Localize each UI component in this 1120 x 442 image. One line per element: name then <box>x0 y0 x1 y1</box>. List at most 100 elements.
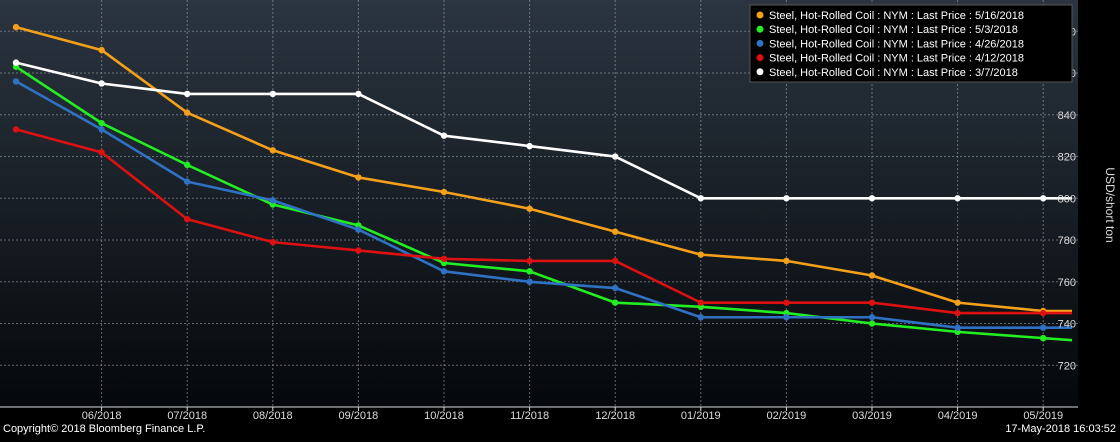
series-line-5 <box>15 61 1072 200</box>
legend-entry: Steel, Hot-Rolled Coil : NYM : Last Pric… <box>769 10 1024 22</box>
legend-swatch <box>756 54 764 62</box>
y-tick-label: 740 <box>1058 319 1076 331</box>
data-point <box>868 299 876 306</box>
series-line-3 <box>15 80 1072 329</box>
data-point <box>355 90 362 98</box>
series-line-4 <box>15 128 1072 315</box>
x-tick-label: 08/2018 <box>253 410 293 422</box>
data-point <box>1040 309 1047 317</box>
legend-swatch <box>756 68 764 76</box>
data-point <box>98 119 105 127</box>
data-point <box>783 299 790 306</box>
legend-entry: Steel, Hot-Rolled Coil : NYM : Last Pric… <box>769 53 1024 65</box>
data-point <box>868 272 876 279</box>
data-point <box>697 299 704 306</box>
data-point <box>612 299 619 306</box>
x-tick-label: 10/2018 <box>424 410 464 422</box>
data-point <box>526 278 533 285</box>
data-point <box>98 80 105 87</box>
data-point <box>954 299 961 306</box>
data-point <box>526 142 533 150</box>
copyright-text: Copyright© 2018 Bloomberg Finance L.P. <box>3 423 205 435</box>
data-point <box>612 284 619 292</box>
legend-entry: Steel, Hot-Rolled Coil : NYM : Last Pric… <box>769 67 1018 79</box>
data-point <box>1040 334 1047 342</box>
data-point <box>868 320 876 327</box>
data-point <box>269 197 276 204</box>
x-tick-label: 02/2019 <box>767 410 807 422</box>
legend: Steel, Hot-Rolled Coil : NYM : Last Pric… <box>749 4 1073 83</box>
data-point <box>612 228 619 235</box>
data-point <box>1040 324 1047 331</box>
data-point <box>526 205 533 212</box>
legend-entry: Steel, Hot-Rolled Coil : NYM : Last Pric… <box>769 24 1018 36</box>
legend-entry: Steel, Hot-Rolled Coil : NYM : Last Pric… <box>769 38 1024 50</box>
data-point <box>697 314 704 321</box>
series-line-2 <box>15 65 1073 342</box>
data-point <box>783 195 790 202</box>
y-tick-label: 820 <box>1058 152 1076 164</box>
x-axis: 06/2018 07/2018 08/2018 09/2018 10/2018 11/20… <box>0 406 1078 422</box>
data-point <box>12 126 20 133</box>
data-point <box>12 78 20 85</box>
data-point <box>697 195 704 202</box>
x-tick-label: 05/2019 <box>1023 410 1063 422</box>
legend-swatch <box>756 39 764 47</box>
legend-swatch <box>756 11 764 19</box>
data-point <box>783 257 790 265</box>
data-point <box>269 238 276 246</box>
data-point <box>440 188 448 196</box>
data-point <box>12 59 20 66</box>
timestamp-text: 17-May-2018 16:03:52 <box>1005 423 1116 435</box>
data-point <box>1040 195 1047 202</box>
y-tick-label: 760 <box>1058 277 1076 289</box>
data-point <box>868 195 876 202</box>
data-point <box>783 314 790 321</box>
x-tick-label: 01/2019 <box>681 410 721 422</box>
data-point <box>868 314 876 321</box>
series-layer <box>12 23 1073 342</box>
y-tick-label: 840 <box>1058 110 1076 122</box>
x-tick-label: 11/2018 <box>510 410 549 422</box>
data-point <box>526 257 533 265</box>
y-axis-label: USD/short ton <box>1103 167 1117 242</box>
x-tick-label: 09/2018 <box>339 410 379 422</box>
data-point <box>440 268 448 275</box>
x-tick-label: 04/2019 <box>938 410 978 422</box>
data-point <box>697 251 704 258</box>
y-tick-label: 800 <box>1058 193 1076 205</box>
data-point <box>184 215 191 223</box>
data-point <box>98 149 105 156</box>
x-tick-label: 06/2018 <box>82 410 122 422</box>
series-line-1 <box>15 25 1072 313</box>
data-point <box>98 46 105 54</box>
data-point <box>355 174 362 181</box>
data-point <box>612 257 619 265</box>
data-point <box>440 132 448 139</box>
legend-swatch <box>756 25 764 33</box>
x-tick-label: 03/2019 <box>852 410 892 422</box>
data-point <box>184 178 191 185</box>
data-point <box>954 324 961 331</box>
data-point <box>269 90 276 98</box>
x-tick-label: 12/2018 <box>595 410 635 422</box>
y-tick-label: 780 <box>1058 235 1076 247</box>
data-point <box>526 268 533 275</box>
data-point <box>12 23 20 31</box>
y-tick-label: 720 <box>1058 360 1076 372</box>
data-point <box>954 309 961 317</box>
data-point <box>440 255 448 263</box>
data-point <box>184 90 191 98</box>
data-point <box>355 226 362 233</box>
x-tick-label: 07/2018 <box>167 410 207 422</box>
data-point <box>98 126 105 133</box>
legend-box <box>749 4 1073 83</box>
data-point <box>954 195 961 202</box>
data-point <box>184 109 191 116</box>
data-point <box>269 147 276 154</box>
data-point <box>612 153 619 160</box>
data-point <box>355 247 362 254</box>
data-point <box>184 161 191 169</box>
